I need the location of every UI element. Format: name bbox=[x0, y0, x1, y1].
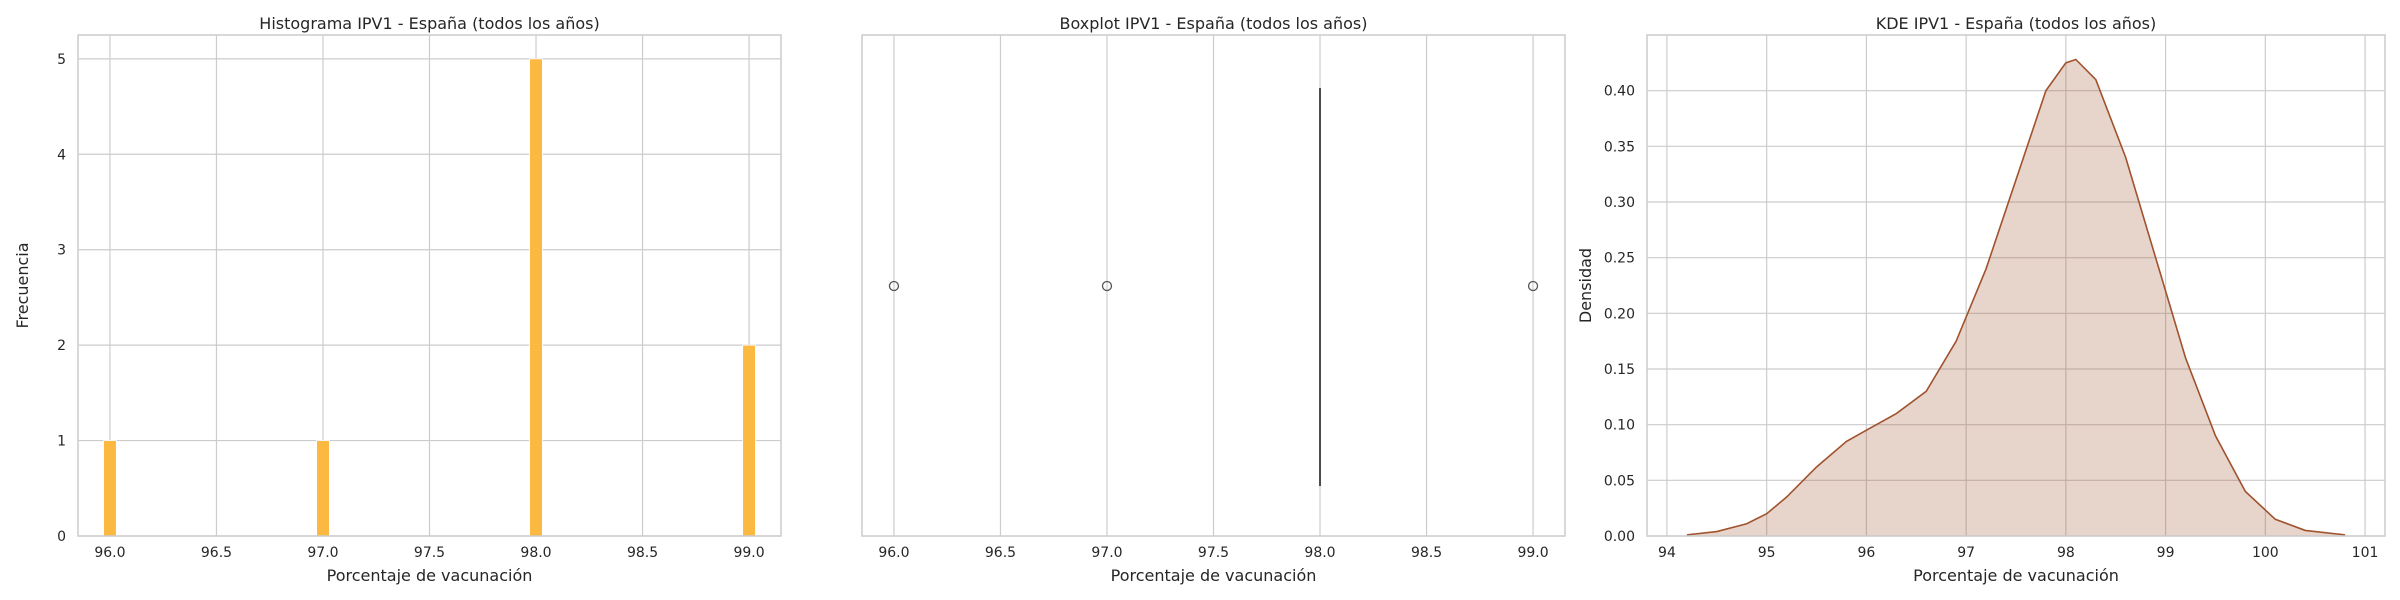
x-tick-label: 96.5 bbox=[201, 545, 232, 561]
x-axis-label: Porcentaje de vacunación bbox=[327, 566, 533, 585]
outlier-point bbox=[888, 280, 900, 292]
y-tick-label: 0.15 bbox=[1604, 362, 1635, 378]
y-tick-label: 2 bbox=[57, 338, 66, 354]
y-tick-label: 0.30 bbox=[1604, 195, 1635, 211]
x-tick-label: 99.0 bbox=[733, 545, 764, 561]
y-tick-label: 0 bbox=[57, 529, 66, 545]
plot-frame bbox=[77, 34, 782, 537]
x-tick-label: 96.5 bbox=[985, 545, 1016, 561]
x-tick-label: 97.0 bbox=[1091, 545, 1122, 561]
boxplot-panel: 96.0 96.5 97.0 97.5 98.0 98.5 99.0 Boxplot IPV1… bbox=[861, 14, 1566, 585]
x-tick-label: 97.5 bbox=[414, 545, 445, 561]
x-tick-label: 96.0 bbox=[878, 545, 909, 561]
histogram-bar bbox=[103, 440, 117, 537]
y-tick-label: 0.20 bbox=[1604, 306, 1635, 322]
x-axis-label: Porcentaje de vacunación bbox=[1913, 566, 2119, 585]
x-tick-label: 100 bbox=[2252, 545, 2279, 561]
x-tick-label: 97.0 bbox=[307, 545, 338, 561]
y-axis-label: Frecuencia bbox=[13, 242, 32, 328]
x-tick-label: 96 bbox=[1857, 545, 1875, 561]
x-tick-label: 99 bbox=[2157, 545, 2175, 561]
y-tick-label: 0.05 bbox=[1604, 473, 1635, 489]
x-tick-label: 98.5 bbox=[627, 545, 658, 561]
plot-frame bbox=[1646, 34, 2386, 537]
x-tick-label: 98.5 bbox=[1411, 545, 1442, 561]
histogram-panel: 96.0 96.5 97.0 97.5 98.0 98.5 99.0 0 1 2 3 4 5 Histog… bbox=[13, 14, 782, 585]
x-tick-label: 96.0 bbox=[94, 545, 125, 561]
y-tick-label: 1 bbox=[57, 434, 66, 450]
outlier-point bbox=[1101, 280, 1113, 292]
y-tick-label: 0.10 bbox=[1604, 418, 1635, 434]
x-tick-label: 99.0 bbox=[1517, 545, 1548, 561]
y-tick-label: 3 bbox=[57, 243, 66, 259]
x-tick-label: 97 bbox=[1957, 545, 1975, 561]
histogram-bar bbox=[316, 440, 330, 537]
y-tick-label: 4 bbox=[57, 147, 66, 163]
x-tick-label: 101 bbox=[2352, 545, 2379, 561]
y-tick-label: 0.40 bbox=[1604, 84, 1635, 100]
x-axis-label: Porcentaje de vacunación bbox=[1111, 566, 1317, 585]
y-tick-label: 0.00 bbox=[1604, 529, 1635, 545]
outlier-point bbox=[1527, 280, 1539, 292]
kde-line bbox=[1686, 58, 2346, 536]
x-tick-label: 95 bbox=[1758, 545, 1776, 561]
histogram-bar bbox=[742, 344, 756, 537]
x-tick-label: 98.0 bbox=[520, 545, 551, 561]
y-tick-label: 0.35 bbox=[1604, 139, 1635, 155]
histogram-bar bbox=[529, 58, 543, 537]
chart-title: Histograma IPV1 - España (todos los años… bbox=[259, 14, 599, 33]
kde-panel: 94 95 96 97 98 99 100 101 0.00 0.05 0.10 0.15 0.20 0.… bbox=[1576, 14, 2386, 585]
x-tick-label: 97.5 bbox=[1198, 545, 1229, 561]
kde-area bbox=[1686, 59, 2346, 536]
x-tick-label: 98.0 bbox=[1304, 545, 1335, 561]
y-axis-label: Densidad bbox=[1576, 248, 1595, 323]
y-tick-label: 5 bbox=[57, 52, 66, 68]
x-tick-label: 94 bbox=[1658, 545, 1676, 561]
chart-title: KDE IPV1 - España (todos los años) bbox=[1876, 14, 2157, 33]
y-tick-label: 0.25 bbox=[1604, 251, 1635, 267]
plot-frame bbox=[861, 34, 1566, 537]
x-tick-label: 98 bbox=[2057, 545, 2075, 561]
chart-title: Boxplot IPV1 - España (todos los años) bbox=[1059, 14, 1367, 33]
